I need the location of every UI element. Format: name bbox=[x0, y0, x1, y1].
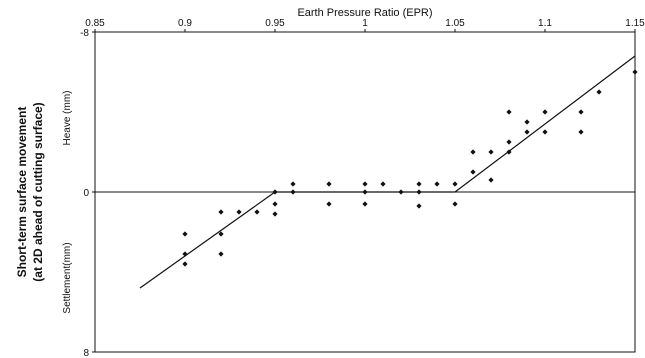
data-point bbox=[542, 109, 548, 115]
data-point bbox=[290, 181, 296, 187]
data-point bbox=[272, 211, 278, 217]
data-point bbox=[488, 177, 494, 183]
data-point bbox=[452, 181, 458, 187]
data-point bbox=[182, 251, 188, 257]
x-tick-label: 0.9 bbox=[178, 18, 192, 29]
x-axis-ticks: 0.85 0.9 0.95 1 1.05 1.1 1.15 bbox=[85, 18, 645, 32]
data-point bbox=[506, 109, 512, 115]
data-point bbox=[596, 89, 602, 95]
x-tick-label: 1 bbox=[362, 18, 368, 29]
y-axis-ticks: -8 0 8 bbox=[80, 28, 95, 358]
data-point bbox=[290, 189, 296, 195]
data-point bbox=[326, 201, 332, 207]
x-tick-label: 0.85 bbox=[85, 18, 105, 29]
y-side-label-settlement: Settlement(mm) bbox=[62, 242, 73, 313]
y-tick-label: 0 bbox=[83, 188, 89, 199]
data-point bbox=[272, 189, 278, 195]
data-point bbox=[470, 149, 476, 155]
data-points bbox=[182, 69, 638, 267]
data-point bbox=[578, 109, 584, 115]
trend-line bbox=[139, 55, 636, 289]
data-point bbox=[362, 189, 368, 195]
data-point bbox=[416, 203, 422, 209]
trend-line-group bbox=[139, 55, 636, 289]
data-point bbox=[434, 181, 440, 187]
y-axis-title-line-1: Short-term surface movement bbox=[15, 107, 29, 278]
data-point bbox=[182, 261, 188, 267]
data-point bbox=[578, 129, 584, 135]
data-point bbox=[506, 139, 512, 145]
data-point bbox=[506, 149, 512, 155]
data-point bbox=[380, 181, 386, 187]
x-tick-label: 0.95 bbox=[265, 18, 285, 29]
x-tick-label: 1.15 bbox=[625, 18, 645, 29]
data-point bbox=[452, 201, 458, 207]
x-tick-label: 1.05 bbox=[445, 18, 465, 29]
data-point bbox=[326, 181, 332, 187]
y-side-label-heave: Heave (mm) bbox=[62, 90, 73, 145]
y-axis-title-line-2: (at 2D ahead of cutting surface) bbox=[31, 102, 45, 281]
data-point bbox=[254, 209, 260, 215]
data-point bbox=[272, 201, 278, 207]
y-tick-label: -8 bbox=[80, 28, 89, 39]
data-point bbox=[398, 189, 404, 195]
x-axis-title: Earth Pressure Ratio (EPR) bbox=[297, 7, 432, 19]
data-point bbox=[236, 209, 242, 215]
data-point bbox=[416, 181, 422, 187]
data-point bbox=[470, 169, 476, 175]
data-point bbox=[362, 181, 368, 187]
data-point bbox=[488, 149, 494, 155]
data-point bbox=[524, 119, 530, 125]
data-point bbox=[182, 231, 188, 237]
x-tick-label: 1.1 bbox=[538, 18, 552, 29]
data-point bbox=[218, 209, 224, 215]
data-point bbox=[542, 129, 548, 135]
data-point bbox=[218, 231, 224, 237]
data-point bbox=[416, 189, 422, 195]
data-point bbox=[362, 201, 368, 207]
data-point bbox=[218, 251, 224, 257]
y-tick-label: 8 bbox=[83, 348, 89, 358]
data-point bbox=[632, 69, 638, 75]
data-point bbox=[524, 129, 530, 135]
